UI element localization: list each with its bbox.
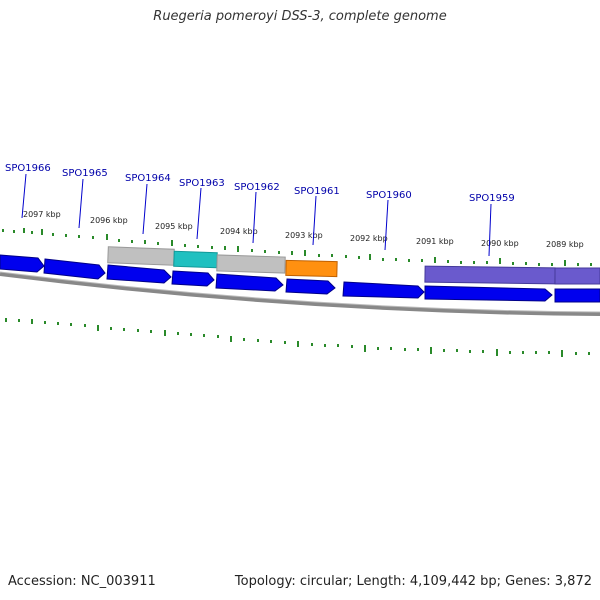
scale-label: 2089 kbp: [546, 240, 584, 249]
feature-gray-2[interactable]: [216, 254, 286, 274]
gene-arrow[interactable]: [43, 258, 106, 280]
feature-purple-2[interactable]: [554, 267, 600, 285]
gene-arrow[interactable]: [554, 288, 600, 303]
gene-label[interactable]: SPO1959: [469, 193, 515, 204]
accession-text: Accession: NC_003911: [8, 574, 156, 589]
genome-summary-text: Topology: circular; Length: 4,109,442 bp…: [234, 574, 592, 589]
scale-labels: 2097 kbp 2096 kbp 2095 kbp 2094 kbp 2093…: [23, 210, 584, 249]
scale-ticks-lower: [5, 318, 590, 357]
gene-label[interactable]: SPO1963: [179, 178, 225, 189]
feature-orange[interactable]: [285, 259, 338, 278]
scale-ticks-upper: [2, 228, 592, 266]
scale-label: 2092 kbp: [350, 234, 388, 243]
gene-arrow[interactable]: [342, 281, 425, 299]
gene-arrow[interactable]: [424, 285, 553, 302]
gene-track: [0, 254, 600, 303]
map-title: Ruegeria pomeroyi DSS-3, complete genome: [153, 9, 447, 24]
genome-backbone: [0, 272, 600, 316]
feature-track: [107, 246, 600, 285]
feature-cyan[interactable]: [173, 250, 218, 269]
gene-label-leaders: [21, 173, 492, 257]
scale-label: 2097 kbp: [23, 210, 61, 219]
scale-label: 2090 kbp: [481, 239, 519, 248]
gene-label[interactable]: SPO1966: [5, 163, 51, 174]
scale-label: 2094 kbp: [220, 227, 258, 236]
gene-arrow[interactable]: [215, 273, 284, 292]
gene-label[interactable]: SPO1965: [62, 168, 108, 179]
scale-label: 2095 kbp: [155, 222, 193, 231]
gene-label[interactable]: SPO1961: [294, 186, 340, 197]
gene-arrow[interactable]: [285, 278, 336, 295]
gene-arrow[interactable]: [106, 264, 172, 284]
gene-label[interactable]: SPO1962: [234, 182, 280, 193]
gene-arrow[interactable]: [0, 254, 45, 273]
scale-label: 2096 kbp: [90, 216, 128, 225]
feature-gray-1[interactable]: [107, 246, 175, 266]
scale-label: 2091 kbp: [416, 237, 454, 246]
scale-label: 2093 kbp: [285, 231, 323, 240]
gene-label[interactable]: SPO1960: [366, 190, 412, 201]
genome-backbone-highlight: [0, 271, 600, 313]
gene-arrow[interactable]: [171, 270, 215, 287]
gene-label[interactable]: SPO1964: [125, 173, 171, 184]
gene-labels: SPO1966 SPO1965 SPO1964 SPO1963 SPO1962 …: [5, 163, 515, 204]
feature-purple[interactable]: [424, 265, 556, 285]
